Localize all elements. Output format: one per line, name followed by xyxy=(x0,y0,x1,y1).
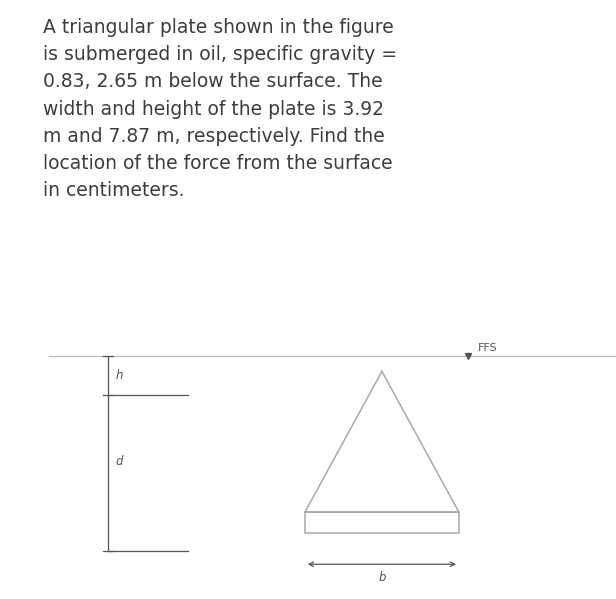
Text: b: b xyxy=(378,571,386,585)
Text: A triangular plate shown in the figure
is submerged in oil, specific gravity =
0: A triangular plate shown in the figure i… xyxy=(43,18,397,201)
Text: h: h xyxy=(115,370,123,382)
Text: FFS: FFS xyxy=(477,343,497,353)
Text: d: d xyxy=(115,455,123,468)
